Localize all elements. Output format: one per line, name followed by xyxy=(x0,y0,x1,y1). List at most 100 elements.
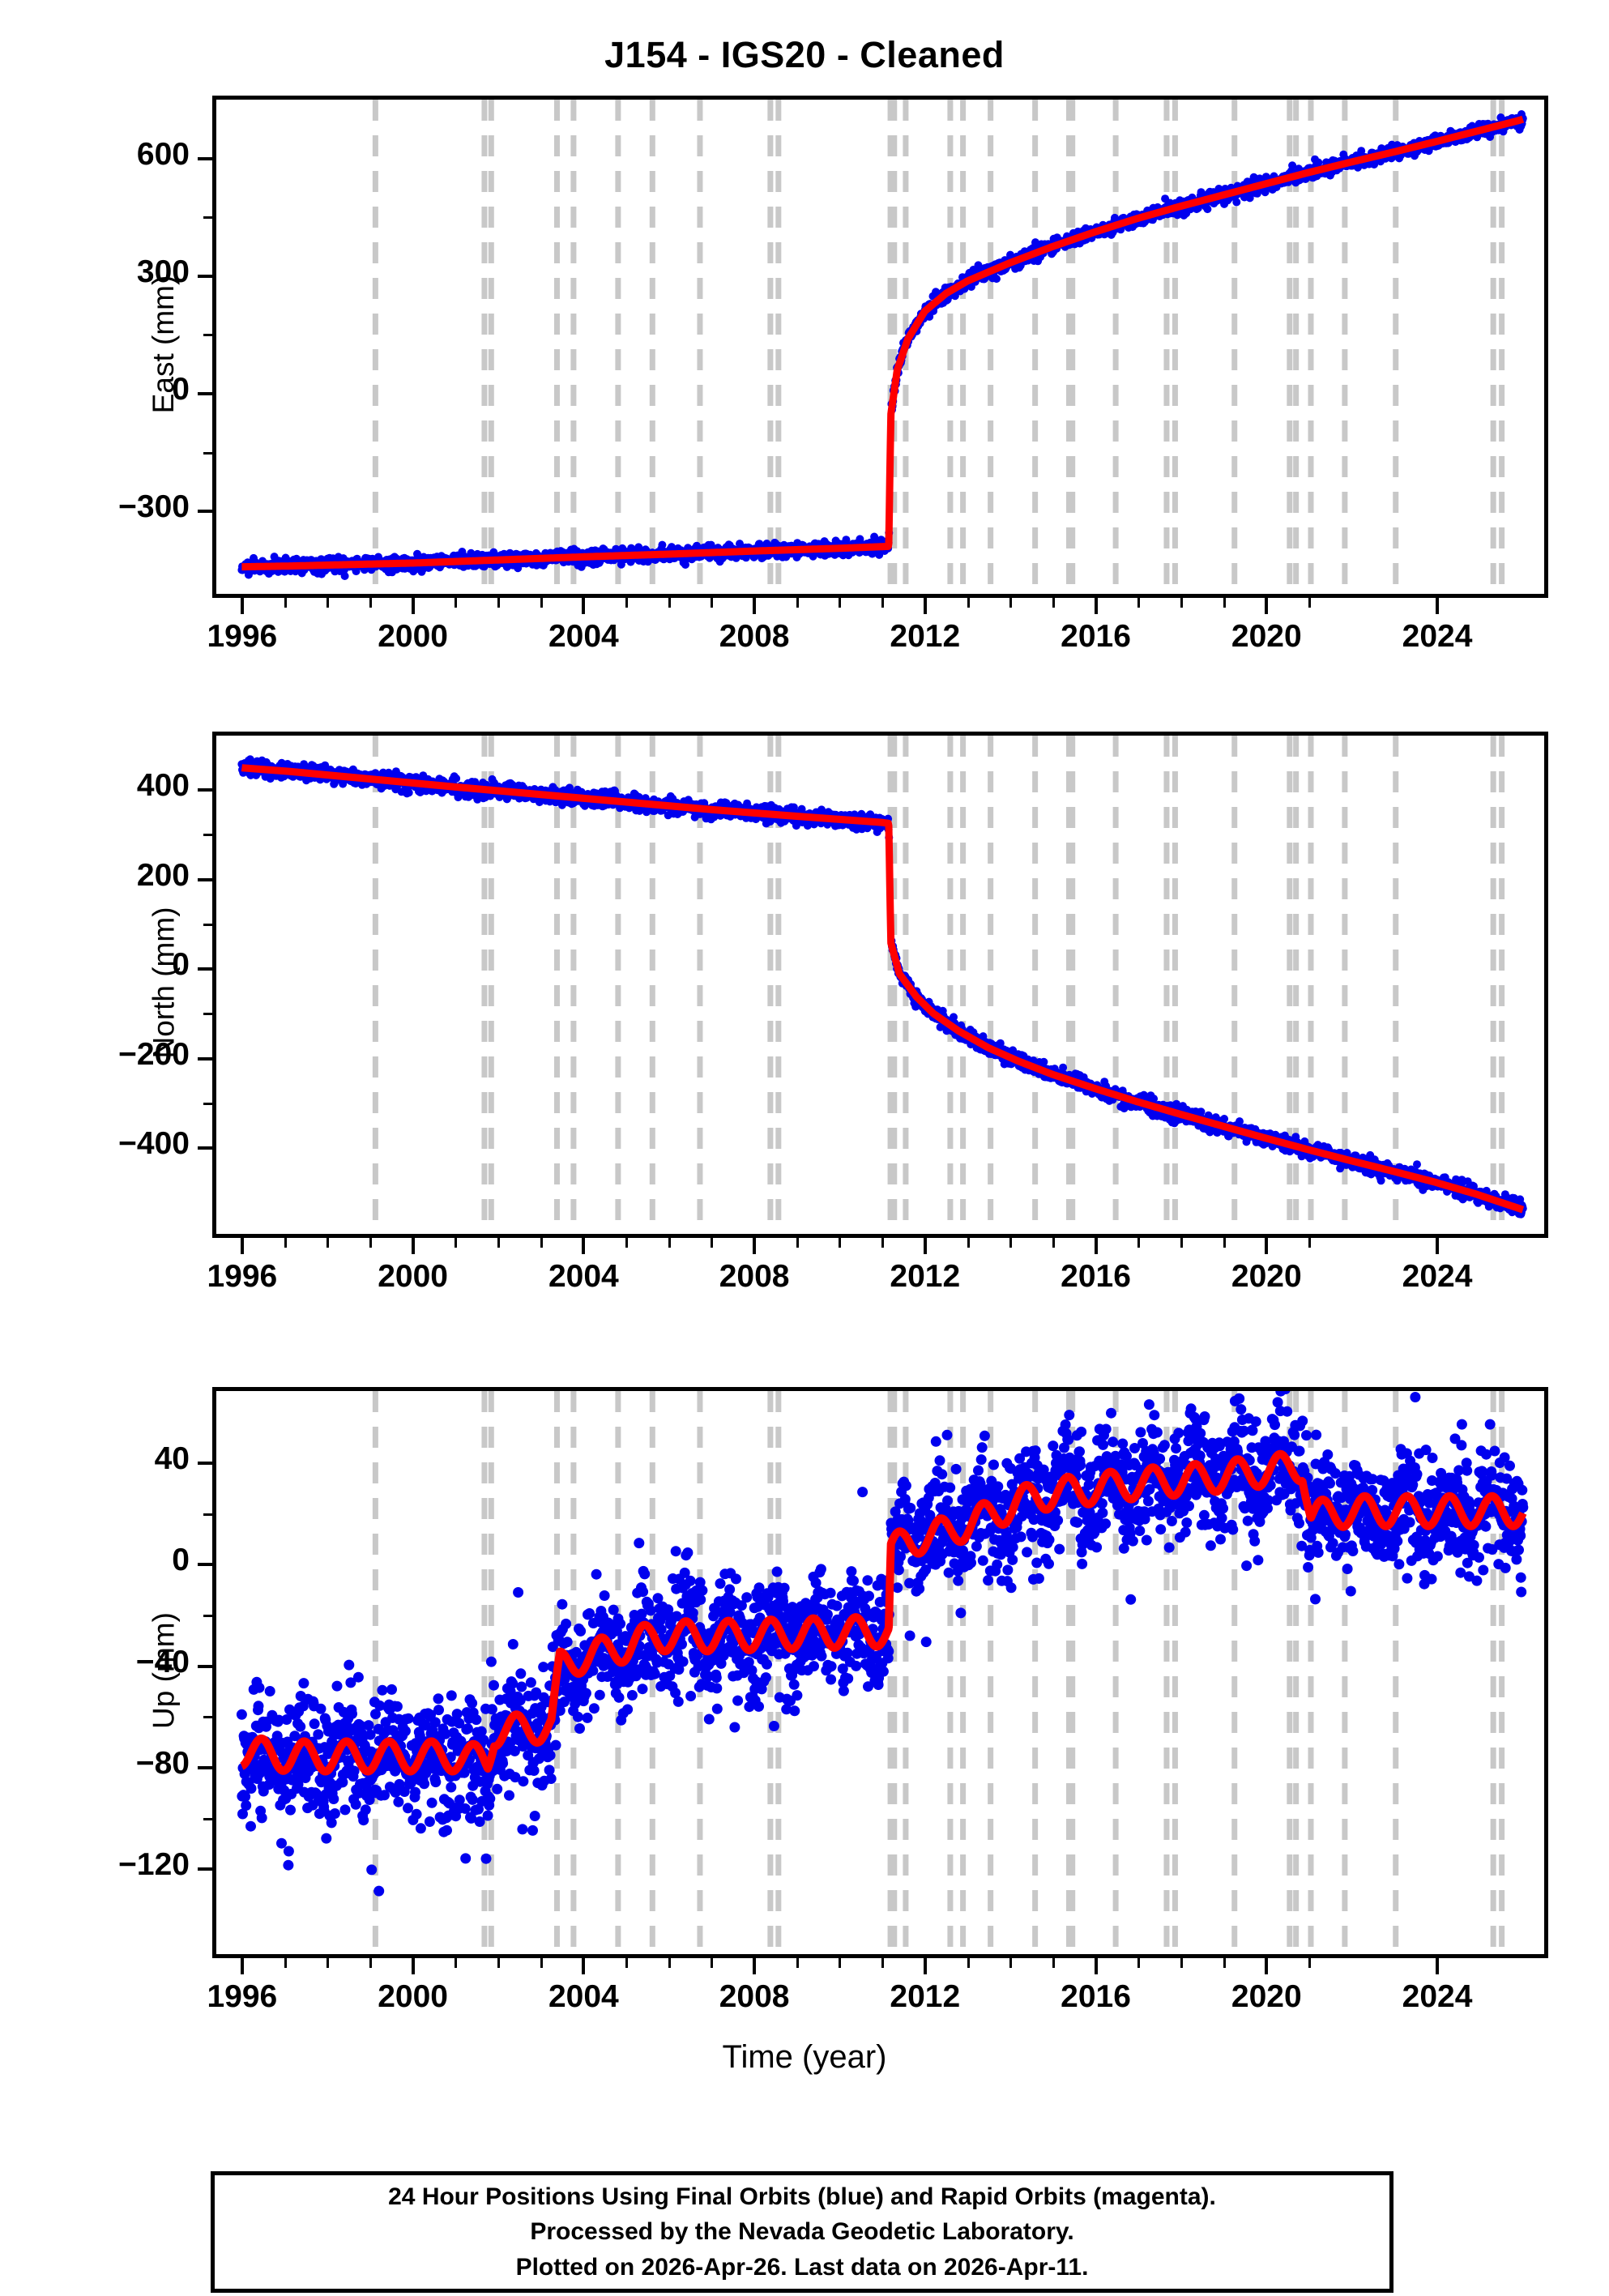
x-tick xyxy=(753,598,757,614)
x-tick-minor xyxy=(711,1958,714,1968)
y-tick-label-up: −40 xyxy=(135,1644,190,1679)
y-tick-minor-up xyxy=(203,1513,212,1516)
y-tick-minor-up xyxy=(203,1615,212,1617)
x-tick-minor xyxy=(796,598,799,608)
x-tick-label: 2000 xyxy=(378,1979,448,2014)
x-tick-minor xyxy=(625,1238,629,1248)
plot-area-north xyxy=(212,732,1548,1238)
x-tick-minor xyxy=(1180,598,1183,608)
model-line-north xyxy=(238,764,1526,1214)
x-tick-minor xyxy=(1223,598,1226,608)
x-tick xyxy=(923,598,927,614)
x-tick-minor xyxy=(455,1238,458,1248)
x-tick-minor xyxy=(369,1958,372,1968)
x-tick xyxy=(411,1238,415,1254)
y-tick-minor-north xyxy=(203,923,212,926)
x-tick-minor xyxy=(455,1958,458,1968)
y-tick-label-up: 40 xyxy=(154,1441,190,1476)
y-tick-label-east: 300 xyxy=(136,254,190,289)
x-tick-label: 2004 xyxy=(548,1979,619,2014)
x-tick-label: 2016 xyxy=(1061,1979,1131,2014)
x-tick xyxy=(753,1238,757,1254)
x-tick-minor xyxy=(1180,1958,1183,1968)
x-tick-label: 2000 xyxy=(378,619,448,654)
y-tick-minor-east xyxy=(203,451,212,455)
x-tick-label: 1996 xyxy=(207,1259,278,1294)
x-tick-label: 1996 xyxy=(207,619,278,654)
y-tick-label-north: 0 xyxy=(172,947,190,983)
y-tick-label-east: 0 xyxy=(172,372,190,408)
x-tick-label: 2008 xyxy=(719,619,790,654)
y-tick-minor-up xyxy=(203,1716,212,1719)
x-tick-minor xyxy=(881,1238,885,1248)
y-tick-minor-north xyxy=(203,1103,212,1106)
y-tick-label-north: −200 xyxy=(118,1036,190,1072)
x-tick-minor xyxy=(881,1958,885,1968)
x-tick-minor xyxy=(1009,598,1013,608)
x-tick xyxy=(582,1958,586,1974)
x-tick xyxy=(1094,1958,1098,1974)
y-axis-title-north: North (mm) xyxy=(147,906,180,1059)
x-tick-minor xyxy=(1052,598,1055,608)
x-tick-label: 2012 xyxy=(890,619,961,654)
y-tick-label-east: 600 xyxy=(136,136,190,172)
x-tick-minor xyxy=(668,1238,671,1248)
x-tick xyxy=(411,1958,415,1974)
x-tick-minor xyxy=(1052,1238,1055,1248)
x-tick-minor xyxy=(1052,1958,1055,1968)
x-tick-minor xyxy=(497,1958,500,1968)
x-tick xyxy=(1436,598,1440,614)
y-tick-east xyxy=(198,156,212,160)
x-tick-minor xyxy=(369,1238,372,1248)
y-axis-title-east: East (mm) xyxy=(147,275,180,414)
series-canvas-east xyxy=(237,100,1527,594)
x-tick-label: 2024 xyxy=(1402,1259,1473,1294)
y-axis-title-up: Up (mm) xyxy=(147,1611,180,1729)
x-tick-minor xyxy=(1308,1958,1311,1968)
x-tick-label: 2020 xyxy=(1231,619,1302,654)
x-tick-label: 2012 xyxy=(890,1259,961,1294)
x-axis-title: Time (year) xyxy=(722,2039,887,2075)
x-tick-label: 2008 xyxy=(719,1259,790,1294)
caption-line-3: Plotted on 2026-Apr-26. Last data on 202… xyxy=(515,2253,1089,2281)
x-tick-minor xyxy=(967,1238,970,1248)
x-tick-minor xyxy=(1223,1238,1226,1248)
y-tick-north xyxy=(198,967,212,971)
y-tick-label-up: 0 xyxy=(172,1543,190,1578)
x-tick-minor xyxy=(668,598,671,608)
data-points-up xyxy=(236,1391,1529,1897)
x-tick-label: 2004 xyxy=(548,1259,619,1294)
x-tick-minor xyxy=(326,598,330,608)
x-tick-label: 2024 xyxy=(1402,1979,1473,2014)
x-tick xyxy=(411,598,415,614)
y-tick-minor-east xyxy=(203,334,212,337)
x-tick-label: 2012 xyxy=(890,1979,961,2014)
y-tick-minor-north xyxy=(203,1013,212,1016)
x-tick-minor xyxy=(625,1958,629,1968)
x-tick xyxy=(582,598,586,614)
x-tick-minor xyxy=(1137,1238,1141,1248)
x-tick-minor xyxy=(1137,1958,1141,1968)
x-tick-minor xyxy=(540,598,543,608)
y-tick-north xyxy=(198,787,212,792)
series-canvas-up xyxy=(236,1391,1529,1954)
y-tick-up xyxy=(198,1766,212,1769)
model-line-east xyxy=(238,115,1526,571)
x-tick xyxy=(582,1238,586,1254)
x-tick-minor xyxy=(284,1238,287,1248)
y-tick-minor-north xyxy=(203,834,212,837)
x-tick xyxy=(1265,1958,1269,1974)
x-tick xyxy=(240,1958,244,1974)
x-tick-minor xyxy=(540,1238,543,1248)
y-tick-minor-east xyxy=(203,216,212,220)
x-tick-minor xyxy=(711,598,714,608)
y-tick-up xyxy=(198,1664,212,1668)
x-tick xyxy=(923,1238,927,1254)
x-tick-minor xyxy=(284,1958,287,1968)
x-tick-minor xyxy=(1308,1238,1311,1248)
y-tick-east xyxy=(198,510,212,514)
x-tick xyxy=(1265,1238,1269,1254)
x-tick-minor xyxy=(455,598,458,608)
x-tick-minor xyxy=(369,598,372,608)
y-tick-label-north: −400 xyxy=(118,1126,190,1162)
